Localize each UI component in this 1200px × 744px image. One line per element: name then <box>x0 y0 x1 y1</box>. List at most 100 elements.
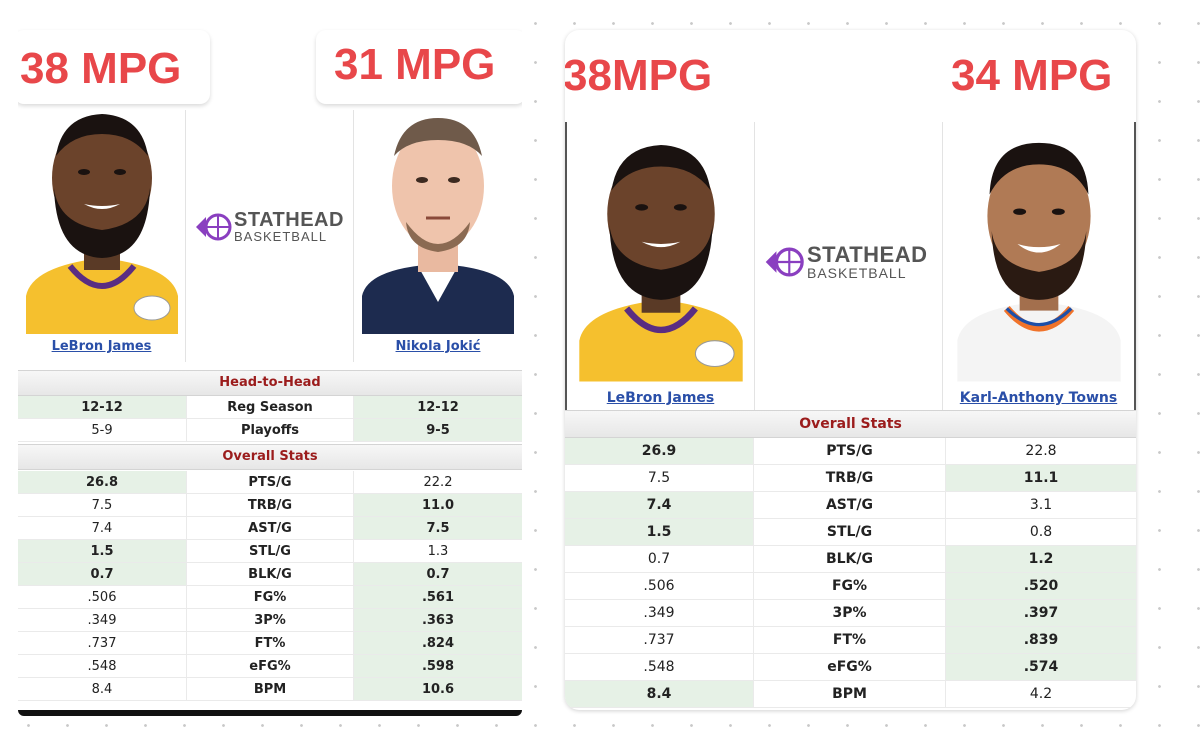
player-a-cell-right: LeBron James <box>567 122 755 410</box>
stat-value-a: 1.5 <box>565 519 753 545</box>
stat-value-a: .548 <box>643 659 675 675</box>
player-a-link-right[interactable]: LeBron James <box>606 390 715 406</box>
table-row: .737 FT% .839 <box>565 627 1136 654</box>
h2h-header: Head-to-Head <box>18 370 522 396</box>
stat-value-a: 8.4 <box>565 681 753 707</box>
player-b-link-right[interactable]: Karl-Anthony Towns <box>959 390 1118 406</box>
stat-value-a: 26.9 <box>565 438 753 464</box>
table-row: 7.4 AST/G 7.5 <box>18 517 522 540</box>
table-row: 7.5 TRB/G 11.1 <box>565 465 1136 492</box>
overall-stats-header-right: Overall Stats <box>565 410 1136 438</box>
table-row: .737 FT% .824 <box>18 632 522 655</box>
lebron-photo <box>18 106 185 334</box>
stat-value-b: .561 <box>354 586 522 608</box>
stat-value-a: 5-9 <box>91 422 113 438</box>
table-row: 1.5 STL/G 0.8 <box>565 519 1136 546</box>
stat-label: BPM <box>186 678 354 700</box>
stat-label: STL/G <box>186 540 354 562</box>
logo-text-1-right: STATHEAD <box>807 242 928 267</box>
player-photo-row-right: LeBron James STATHEAD BASKETBALL <box>565 122 1136 410</box>
table-row: 26.9 PTS/G 22.8 <box>565 438 1136 465</box>
stat-value-a: .548 <box>87 658 117 674</box>
stat-label: 3P% <box>186 609 354 631</box>
stat-value-a: 7.4 <box>565 492 753 518</box>
stat-label: PTS/G <box>753 438 946 464</box>
table-row: .349 3P% .397 <box>565 600 1136 627</box>
stat-value-b: 22.2 <box>423 474 453 490</box>
stat-label: FT% <box>753 627 946 653</box>
stat-label: FG% <box>753 573 946 599</box>
stat-value-a: .506 <box>87 589 117 605</box>
logo-text-1: STATHEAD <box>234 209 344 231</box>
stat-value-b: 1.3 <box>427 543 449 559</box>
mpg-label-a: 38 MPG <box>20 44 182 93</box>
player-b-cell: Nikola Jokić <box>354 110 522 362</box>
stat-value-a: 1.5 <box>18 540 186 562</box>
stat-label: BPM <box>753 681 946 707</box>
mpg-label-b: 31 MPG <box>334 40 496 89</box>
player-a-cell: LeBron James <box>18 110 186 362</box>
player-b-link[interactable]: Nikola Jokić <box>395 339 481 354</box>
table-row: .548 eFG% .574 <box>565 654 1136 681</box>
stat-value-b: 0.8 <box>1029 524 1053 540</box>
stat-value-b: 12-12 <box>354 396 522 418</box>
stathead-logo: STATHEAD BASKETBALL <box>194 210 344 243</box>
stat-label: PTS/G <box>186 471 354 493</box>
stat-value-b: 3.1 <box>1029 497 1053 513</box>
table-row: 5-9 Playoffs 9-5 <box>18 419 522 442</box>
stat-value-b: 22.8 <box>1025 443 1057 459</box>
stat-label: eFG% <box>186 655 354 677</box>
mpg-box-left-a <box>18 30 210 104</box>
overall-stats-header-left: Overall Stats <box>18 444 522 470</box>
table-row: 0.7 BLK/G 1.2 <box>565 546 1136 573</box>
stat-value-b: .397 <box>946 600 1136 626</box>
stat-label: TRB/G <box>186 494 354 516</box>
mpg-label-a-right: 38MPG <box>565 51 713 100</box>
table-row: 7.5 TRB/G 11.0 <box>18 494 522 517</box>
stat-value-a: 0.7 <box>18 563 186 585</box>
stat-value-b: 11.1 <box>946 465 1136 491</box>
stat-value-b: .520 <box>946 573 1136 599</box>
stat-value-a: 7.5 <box>91 497 113 513</box>
stat-value-a: .737 <box>87 635 117 651</box>
comparison-card-left: 38 MPG 31 MPG LeBron James <box>18 0 522 716</box>
player-a-link[interactable]: LeBron James <box>51 339 152 354</box>
stat-label: FG% <box>186 586 354 608</box>
stat-value-a: 7.4 <box>91 520 113 536</box>
stat-value-a: .349 <box>643 605 675 621</box>
table-row: 1.5 STL/G 1.3 <box>18 540 522 563</box>
stat-value-b: .839 <box>946 627 1136 653</box>
table-row: .349 3P% .363 <box>18 609 522 632</box>
lebron-photo <box>567 132 754 386</box>
jokic-photo <box>354 106 522 334</box>
comparison-card-right: 38MPG 34 MPG LeBron James <box>565 30 1136 710</box>
stathead-basketball-icon <box>196 213 232 240</box>
stat-value-a: .737 <box>643 632 675 648</box>
stat-value-a: .349 <box>87 612 117 628</box>
stat-value-a: 26.8 <box>18 471 186 493</box>
logo-cell: STATHEAD BASKETBALL <box>186 110 354 362</box>
stat-value-b: 4.2 <box>1029 686 1053 702</box>
stat-value-a: 7.5 <box>647 470 671 486</box>
table-row: 8.4 BPM 4.2 <box>565 681 1136 708</box>
stat-value-a: 12-12 <box>18 396 186 418</box>
stat-value-b: .363 <box>354 609 522 631</box>
stat-value-b: 0.7 <box>354 563 522 585</box>
logo-text-2: BASKETBALL <box>234 229 328 244</box>
stat-label: 3P% <box>753 600 946 626</box>
table-row: .506 FG% .520 <box>565 573 1136 600</box>
towns-photo <box>943 132 1134 386</box>
stat-label: Playoffs <box>186 419 354 441</box>
logo-text-2-right: BASKETBALL <box>807 265 907 281</box>
stat-label: STL/G <box>753 519 946 545</box>
player-photo-row: LeBron James STATHEAD BASKETBALL <box>18 110 522 362</box>
stat-value-b: 11.0 <box>354 494 522 516</box>
stat-label: Reg Season <box>186 396 354 418</box>
stathead-basketball-icon <box>765 247 804 277</box>
stat-value-a: .506 <box>643 578 675 594</box>
stat-label: FT% <box>186 632 354 654</box>
table-row: .548 eFG% .598 <box>18 655 522 678</box>
mpg-box-left-b <box>316 30 522 104</box>
stat-label: BLK/G <box>753 546 946 572</box>
stat-label: BLK/G <box>186 563 354 585</box>
